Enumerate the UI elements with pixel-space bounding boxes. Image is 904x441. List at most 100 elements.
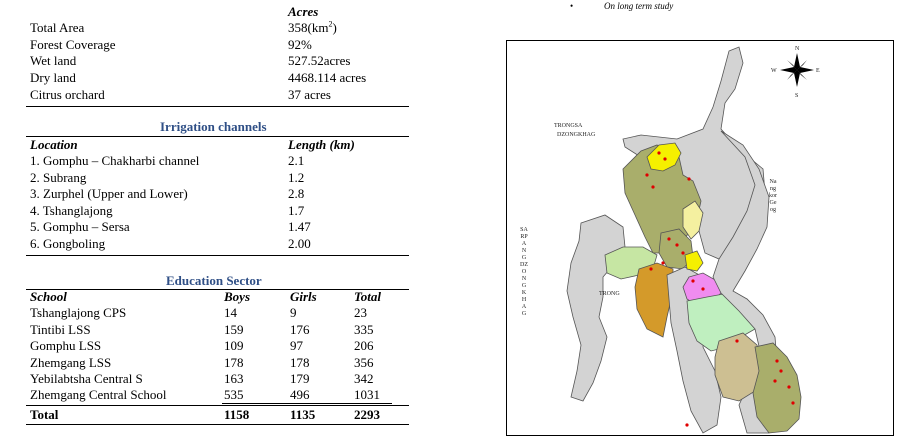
school-total: 206 [354,338,374,353]
location-dot [791,401,795,405]
region-tan [714,332,764,402]
irrigation-bottom-rule [26,255,409,256]
school-girls: 176 [290,322,310,337]
note-bullet: • [570,1,574,11]
location-dot [685,423,689,427]
education-col-total: Total [354,289,381,304]
label-dzongkhag: DZONGKHAG [557,132,596,138]
school-total: 23 [354,305,367,320]
land-value-forest: 92% [288,37,312,52]
map-svg: N S E W TRONGSA DZONGKHAG TRONG [554,46,820,434]
land-value-total-area: 358(km2) [288,19,337,35]
location-dot [773,379,777,383]
location-dot [681,251,685,255]
location-dot [787,385,791,389]
school-girls: 179 [290,371,310,386]
location-dot [775,359,779,363]
school-boys: 178 [224,355,244,370]
location-dot [649,267,653,271]
irrigation-location: 5. Gomphu – Sersa [30,219,130,234]
irrigation-length: 1.7 [288,203,305,218]
label-nangkor: Nangkor Geog [769,179,777,213]
compass-n: N [795,46,800,52]
irrigation-length: 2.00 [288,236,311,251]
location-dot [691,279,695,283]
irrigation-length: 1.47 [288,219,311,234]
land-label-dry: Dry land [30,70,76,85]
region-olive-south [752,342,802,434]
school-girls: 178 [290,355,310,370]
location-dot [779,369,783,373]
region-orange [634,262,674,338]
region-yellow [646,142,682,172]
school-boys: 159 [224,322,244,337]
total-girls: 1135 [290,407,316,422]
total-boys: 1158 [224,407,250,422]
location-dot [667,237,671,241]
compass-icon [780,53,814,87]
location-dot [735,339,739,343]
note-text: On long term study [604,1,674,11]
land-value-dry: 4468.114 acres [288,70,367,85]
total-label: Total [30,407,59,422]
education-total-rule [26,405,409,406]
land-label-citrus: Citrus orchard [30,87,105,102]
location-dot [687,177,691,181]
irrigation-col-location: Location [30,137,78,152]
school-boys: 535 [224,387,244,402]
school-girls: 97 [290,338,303,353]
land-table-rule [26,106,409,107]
school-total: 342 [354,371,374,386]
region-small-yellow [684,250,704,272]
education-col-girls: Girls [290,289,317,304]
acres-header: Acres [288,4,319,19]
map-figure: N S E W TRONGSA DZONGKHAG TRONG SARPANG … [506,40,894,436]
irrigation-location: 3. Zurphel (Upper and Lower) [30,186,188,201]
school-total: 1031 [354,387,380,402]
education-top-rule [26,289,409,290]
compass-e: E [816,68,820,74]
label-sarpang: SARPANG DZONGKHAG [520,227,528,317]
location-dot [663,157,667,161]
irrigation-location: 4. Tshanglajong [30,203,113,218]
label-trongsa: TRONGSA [554,123,583,129]
school-name: Yebilabtsha Central S [30,371,143,386]
compass-w: W [771,68,777,74]
irrigation-location: 2. Subrang [30,170,87,185]
region-sarpang [566,214,626,402]
location-dot [651,185,655,189]
irrigation-location: 6. Gongboling [30,236,106,251]
irrigation-length: 2.8 [288,186,305,201]
school-boys: 14 [224,305,237,320]
location-dots [645,151,795,427]
school-girls: 9 [290,305,297,320]
school-boys: 163 [224,371,244,386]
school-name: Tintibi LSS [30,322,91,337]
land-value-wet: 527.52acres [288,53,351,68]
education-bottom-rule [26,424,409,425]
irrigation-title: Irrigation channels [160,119,267,134]
location-dot [645,173,649,177]
school-name: Zhemgang LSS [30,355,112,370]
compass-s: S [795,93,798,99]
school-total: 335 [354,322,374,337]
sum-rule [222,403,392,404]
irrigation-col-length: Length (km) [288,137,355,152]
region-pale-yellow [682,200,704,240]
school-name: Zhemgang Central School [30,387,167,402]
irrigation-length: 2.1 [288,153,305,168]
school-name: Tshanglajong CPS [30,305,127,320]
land-label-total-area: Total Area [30,20,85,35]
school-total: 356 [354,355,374,370]
location-dot [661,261,665,265]
region-trongsa [622,46,766,260]
label-trong: TRONG [599,291,620,297]
education-col-boys: Boys [224,289,250,304]
irrigation-top-rule [26,136,409,137]
location-dot [675,243,679,247]
education-col-school: School [30,289,67,304]
total-total: 2293 [354,407,380,422]
land-label-forest: Forest Coverage [30,37,116,52]
school-boys: 109 [224,338,244,353]
location-dot [701,287,705,291]
